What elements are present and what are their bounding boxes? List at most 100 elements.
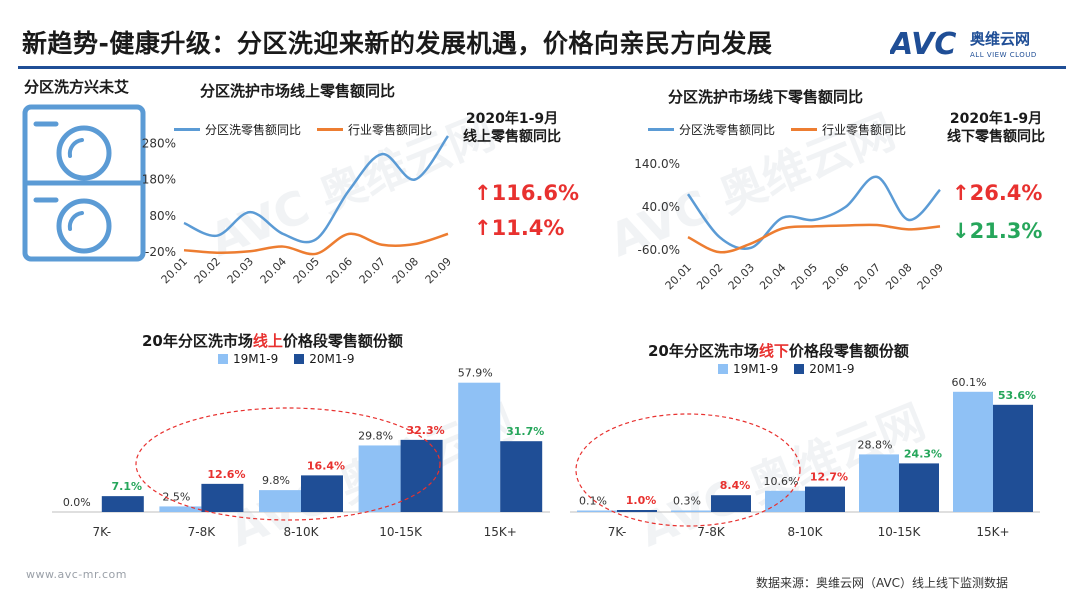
legend-label: 分区洗零售额同比 (205, 123, 302, 137)
growth-value: 21.3% (969, 219, 1043, 243)
x-tick-label: 8-10K (787, 525, 823, 539)
x-tick-label: 15K+ (484, 525, 517, 539)
x-tick-label: 20.07 (357, 255, 388, 286)
note-line: 线上零售额同比 (463, 129, 561, 145)
online-category-growth: ↑116.6% (474, 181, 579, 205)
legend-item: 20M1-9 (294, 352, 354, 366)
bar-20M1-9 (993, 404, 1033, 512)
offline-bar-title: 20年分区洗市场线下价格段零售额份额 (648, 340, 909, 361)
x-tick-label: 20.05 (291, 255, 322, 286)
x-tick-label: 7K- (93, 525, 112, 539)
data-label: 29.8% (358, 429, 393, 442)
online-bar-title: 20年分区洗市场线上价格段零售额份额 (142, 330, 403, 351)
legend-label: 19M1-9 (733, 362, 779, 376)
online-industry-growth: ↑11.4% (474, 216, 564, 240)
bar-19M1-9 (358, 445, 401, 512)
down-arrow-icon: ↓ (952, 219, 970, 243)
page-title: 新趋势-健康升级：分区洗迎来新的发展机遇，价格向亲民方向发展 (22, 29, 773, 58)
legend-label: 20M1-9 (309, 352, 355, 366)
bar-19M1-9 (953, 391, 993, 512)
x-tick-label: 20.04 (757, 261, 788, 292)
x-tick-label: 20.03 (225, 255, 256, 286)
offline-bar-chart: 7K- 0.1% 1.0% 7-8K 0.3% 8.4% 8-10K 10.6% 12.7% 10… (556, 366, 1076, 550)
bar-20M1-9 (500, 441, 543, 512)
x-tick-label: 7-8K (188, 525, 217, 539)
data-label: 1.0% (626, 494, 657, 507)
legend-label: 19M1-9 (233, 352, 279, 366)
x-tick-label: 10-15K (878, 525, 922, 539)
x-tick-label: 8-10K (283, 525, 319, 539)
logo-en-text: ALL VIEW CLOUD (970, 51, 1037, 59)
y-tick-label: -60.0% (638, 243, 680, 257)
avc-logo: AVC 奥维云网 ALL VIEW CLOUD (888, 26, 1060, 62)
legend-swatch (218, 354, 228, 364)
data-label: 9.8% (262, 474, 290, 487)
bar-19M1-9 (259, 490, 301, 512)
y-tick-label: 80% (149, 209, 176, 223)
data-label: 8.4% (720, 479, 751, 492)
x-tick-label: 20.02 (694, 261, 725, 292)
bar-20M1-9 (201, 483, 244, 512)
series-line-category (183, 135, 450, 244)
data-label: 12.7% (810, 471, 848, 484)
up-arrow-icon: ↑ (952, 181, 970, 205)
bar-19M1-9 (577, 510, 617, 512)
legend-item: 19M1-9 (718, 362, 778, 376)
online-bar-chart: 7K- 0.0% 7.1% 7-8K 2.5% 12.6% 8-10K 9.8% 16.4% 10… (46, 366, 566, 550)
y-tick-label: -20% (145, 245, 176, 259)
series-line-category (686, 175, 941, 251)
highlight-ellipse (575, 413, 801, 527)
bar-20M1-9 (617, 510, 657, 512)
washer-icon (22, 104, 150, 268)
note-line: 2020年1-9月 (465, 111, 559, 127)
bar-19M1-9 (671, 510, 711, 512)
growth-value: 26.4% (969, 181, 1043, 205)
data-label: 32.3% (407, 424, 445, 437)
online-line-legend: 分区洗零售额同比 行业零售额同比 (174, 121, 448, 138)
online-note: 2020年1-9月 线上零售额同比 (452, 110, 572, 146)
x-tick-label: 20.04 (258, 255, 289, 286)
data-label: 24.3% (904, 447, 942, 460)
data-label: 60.1% (952, 376, 987, 389)
x-tick-label: 20.02 (192, 255, 223, 286)
x-tick-label: 20.01 (663, 261, 694, 292)
header-rule (18, 66, 1066, 69)
title-part: 20年分区洗市场 (142, 332, 253, 350)
data-label: 28.8% (858, 438, 893, 451)
x-tick-label: 7K- (608, 525, 627, 539)
offline-bar-legend: 19M1-9 20M1-9 (718, 362, 870, 376)
legend-label: 20M1-9 (809, 362, 855, 376)
bar-20M1-9 (805, 486, 845, 512)
bar-19M1-9 (765, 490, 805, 512)
online-bar-legend: 19M1-9 20M1-9 (218, 352, 370, 366)
legend-swatch (648, 128, 674, 131)
footer-source: 数据来源：奥维云网（AVC）线上线下监测数据 (756, 576, 1009, 590)
y-tick-label: 140.0% (634, 157, 680, 171)
data-label: 0.1% (579, 495, 607, 508)
note-line: 2020年1-9月 (949, 111, 1043, 127)
offline-line-legend: 分区洗零售额同比 行业零售额同比 (648, 121, 922, 138)
legend-item: 分区洗零售额同比 (174, 121, 301, 138)
x-tick-label: 15K+ (976, 525, 1009, 539)
legend-swatch (718, 364, 728, 374)
up-arrow-icon: ↑ (474, 181, 492, 205)
data-label: 7.1% (112, 480, 143, 493)
logo-mark-text: AVC (890, 27, 956, 62)
footer-website: www.avc-mr.com (26, 568, 127, 581)
data-label: 2.5% (162, 490, 190, 503)
offline-line-title: 分区洗护市场线下零售额同比 (668, 88, 864, 106)
data-label: 53.6% (998, 389, 1036, 402)
x-tick-label: 20.06 (324, 255, 355, 286)
x-tick-label: 10-15K (379, 525, 423, 539)
x-tick-label: 20.06 (820, 261, 851, 292)
legend-item: 分区洗零售额同比 (648, 121, 775, 138)
legend-item: 19M1-9 (218, 352, 278, 366)
legend-label: 行业零售额同比 (348, 123, 433, 137)
legend-label: 分区洗零售额同比 (679, 123, 776, 137)
up-arrow-icon: ↑ (474, 216, 492, 240)
y-tick-label: 180% (142, 173, 176, 187)
highlight-ellipse (135, 407, 441, 521)
bar-20M1-9 (899, 463, 939, 512)
x-tick-label: 20.09 (915, 261, 946, 292)
note-line: 线下零售额同比 (947, 129, 1045, 145)
